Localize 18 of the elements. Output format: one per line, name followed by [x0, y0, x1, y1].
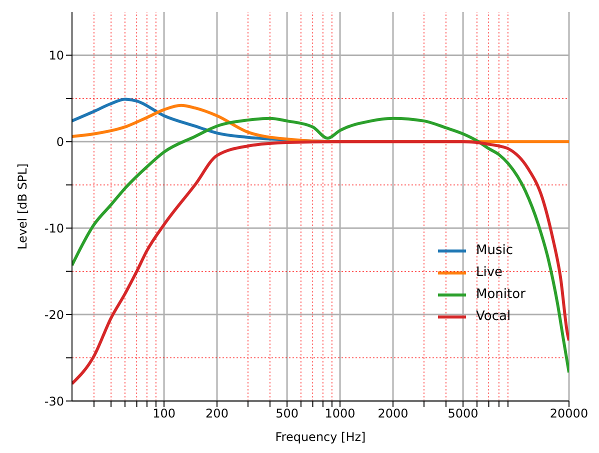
x-tick-label: 1000: [324, 406, 356, 421]
x-tick-label: 20000: [550, 406, 588, 421]
y-tick-label: -20: [44, 308, 64, 322]
y-axis-title: Level [dB SPL]: [15, 163, 30, 250]
legend-label: Monitor: [476, 286, 526, 304]
y-tick-label: -30: [44, 394, 64, 408]
x-tick-label: 5000: [448, 406, 478, 421]
x-tick-label: 200: [206, 406, 228, 421]
legend-label: Vocal: [476, 308, 511, 326]
x-tick-label: 2000: [378, 406, 408, 421]
y-tick-label: 0: [56, 134, 64, 149]
y-tick-label: -10: [44, 221, 64, 236]
x-axis-title: Frequency [Hz]: [275, 430, 366, 444]
x-tick-label: 500: [276, 406, 298, 421]
legend-label: Live: [476, 264, 503, 282]
y-tick-label: 10: [48, 48, 64, 62]
x-tick-label: 100: [152, 406, 176, 421]
legend-label: Music: [476, 242, 513, 260]
